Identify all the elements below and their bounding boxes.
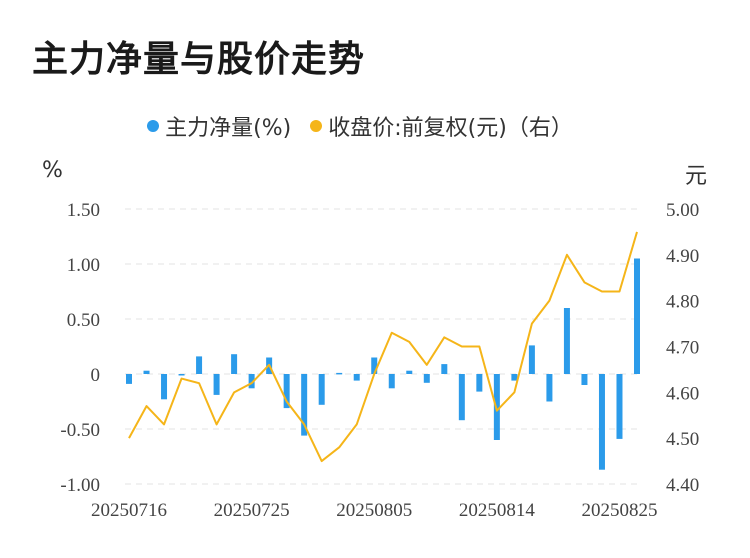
bar [143,370,150,374]
bar [406,370,413,374]
legend-item-close-price[interactable]: 收盘价:前复权(元)（右） [310,110,573,142]
chart-title: 主力净量与股价走势 [32,39,366,80]
bar [353,374,360,381]
legend: 主力净量(%) 收盘价:前复权(元)（右） [0,110,720,142]
x-tick-label: 20250814 [459,500,536,521]
right-tick-label: 4.70 [666,338,699,359]
bar [598,374,605,470]
legend-item-net-volume[interactable]: 主力净量(%) [147,110,291,142]
bar [301,374,308,436]
legend-dot-net-volume [147,120,160,132]
left-tick-label: -1.00 [60,475,100,496]
bar [441,364,448,374]
right-tick-label: 4.40 [666,475,699,496]
bar [283,374,290,409]
right-axis-unit: 元 [685,164,708,189]
bar [563,308,570,374]
legend-dot-close-price [310,120,323,132]
x-tick-label: 20250725 [214,500,290,521]
bar [458,374,465,421]
bar [213,374,220,395]
bar [634,258,640,374]
price-line [128,231,638,463]
right-tick-label: 4.50 [666,429,699,450]
bar [126,374,132,384]
bar [248,374,255,389]
legend-label-close-price: 收盘价:前复权(元)（右） [328,116,573,141]
left-tick-label: 0.50 [67,310,100,331]
x-tick-label: 20250825 [581,500,657,521]
bar [581,374,588,385]
bar [546,374,553,402]
bar [616,374,623,439]
bar [318,374,325,405]
left-tick-label: 1.50 [67,200,100,221]
bar [161,374,168,400]
bar [423,374,430,383]
bar [528,345,535,374]
bar [476,374,483,392]
right-tick-label: 4.60 [666,383,699,404]
left-axis-unit: % [42,158,63,183]
bar [388,374,395,389]
bar [511,374,518,381]
left-tick-label: -0.50 [60,420,100,441]
left-tick-label: 0 [91,365,101,386]
legend-label-net-volume: 主力净量(%) [165,116,292,141]
bar [336,372,343,375]
bar [196,356,203,374]
x-tick-label: 20250716 [91,500,167,521]
right-tick-label: 4.80 [666,292,699,313]
x-tick-label: 20250805 [336,500,412,521]
bar [231,354,238,374]
bar [178,374,185,376]
right-tick-label: 5.00 [666,200,699,221]
bar [371,357,378,374]
left-tick-label: 1.00 [67,255,100,276]
right-tick-label: 4.90 [666,246,699,267]
